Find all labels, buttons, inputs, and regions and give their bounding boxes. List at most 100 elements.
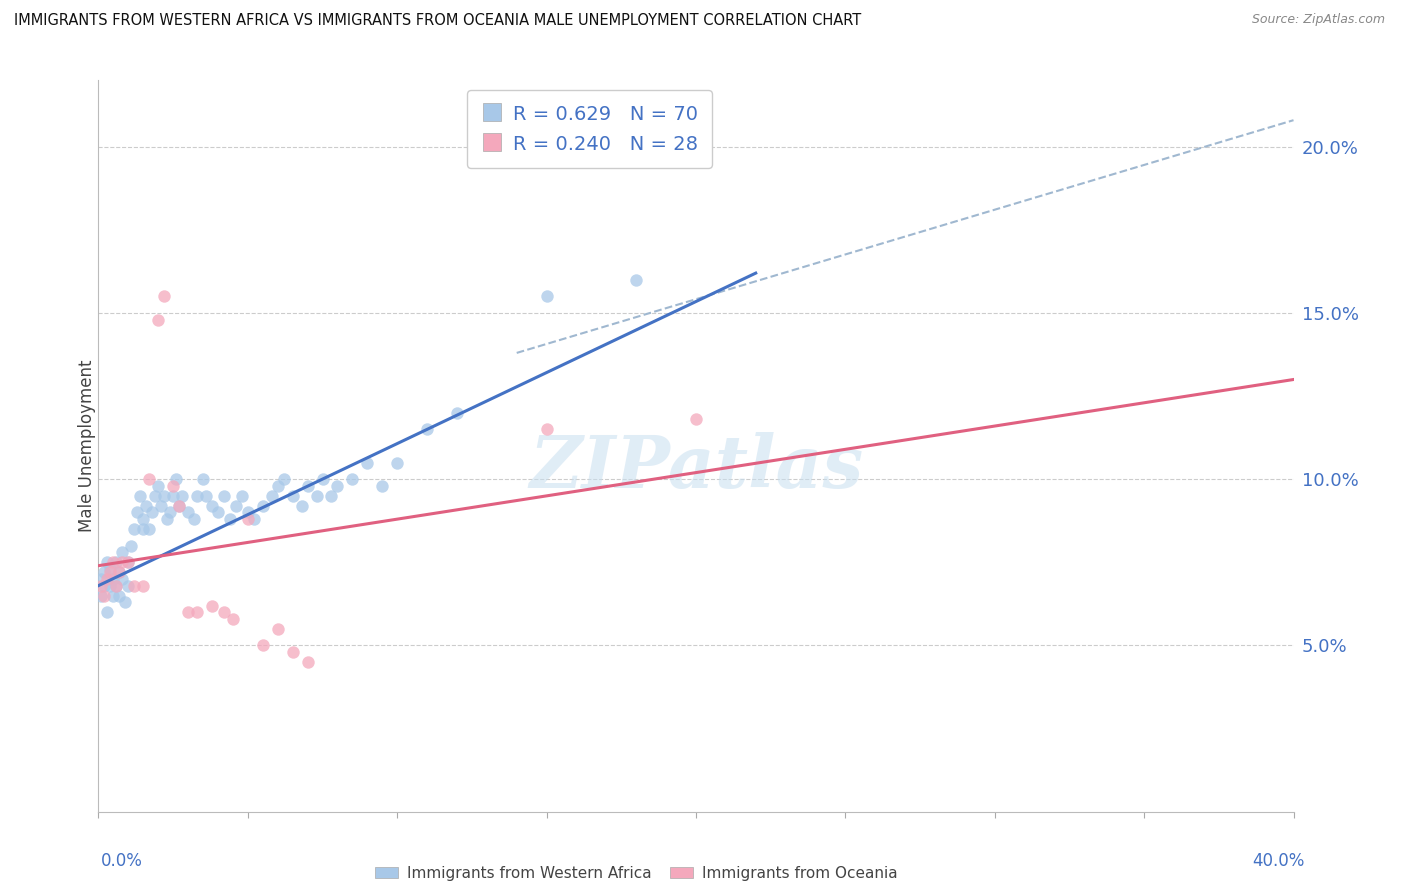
Text: 40.0%: 40.0% — [1253, 852, 1305, 870]
Point — [93, 579, 115, 593]
Point — [148, 479, 170, 493]
Text: IMMIGRANTS FROM WESTERN AFRICA VS IMMIGRANTS FROM OCEANIA MALE UNEMPLOYMENT CORR: IMMIGRANTS FROM WESTERN AFRICA VS IMMIGR… — [14, 13, 862, 29]
Point — [103, 555, 125, 569]
Point — [143, 489, 166, 503]
Point — [120, 539, 142, 553]
Point — [201, 499, 224, 513]
Point — [148, 312, 170, 326]
Point — [159, 506, 181, 520]
Point — [326, 479, 349, 493]
Point — [100, 562, 122, 576]
Point — [90, 589, 112, 603]
Point — [103, 589, 125, 603]
Point — [225, 499, 247, 513]
Point — [385, 456, 409, 470]
Point — [129, 489, 152, 503]
Point — [207, 506, 229, 520]
Point — [167, 499, 190, 513]
Point — [117, 555, 139, 569]
Point — [177, 605, 200, 619]
Text: Source: ZipAtlas.com: Source: ZipAtlas.com — [1251, 13, 1385, 27]
Point — [141, 506, 163, 520]
Point — [117, 579, 139, 593]
Point — [243, 512, 266, 526]
Point — [124, 522, 146, 536]
Point — [108, 566, 131, 580]
Point — [183, 512, 205, 526]
Point — [150, 499, 173, 513]
Point — [132, 579, 155, 593]
Point — [311, 472, 333, 486]
Point — [685, 412, 707, 426]
Point — [201, 599, 224, 613]
Point — [135, 499, 157, 513]
Point — [536, 289, 558, 303]
Point — [105, 555, 128, 569]
Point — [165, 472, 187, 486]
Legend: Immigrants from Western Africa, Immigrants from Oceania: Immigrants from Western Africa, Immigran… — [367, 858, 905, 888]
Point — [222, 612, 245, 626]
Point — [127, 506, 149, 520]
Point — [108, 589, 131, 603]
Point — [281, 489, 304, 503]
Point — [626, 273, 648, 287]
Point — [236, 506, 259, 520]
Point — [96, 555, 118, 569]
Point — [212, 605, 235, 619]
Point — [111, 545, 134, 559]
Y-axis label: Male Unemployment: Male Unemployment — [79, 359, 96, 533]
Point — [212, 489, 235, 503]
Point — [231, 489, 253, 503]
Point — [172, 489, 194, 503]
Point — [114, 595, 136, 609]
Point — [162, 489, 184, 503]
Point — [100, 566, 122, 580]
Point — [416, 422, 439, 436]
Point — [267, 622, 290, 636]
Point — [191, 472, 214, 486]
Point — [273, 472, 295, 486]
Point — [236, 512, 259, 526]
Point — [252, 639, 274, 653]
Point — [305, 489, 328, 503]
Point — [153, 289, 176, 303]
Point — [111, 572, 134, 586]
Point — [105, 579, 128, 593]
Point — [111, 555, 134, 569]
Point — [321, 489, 343, 503]
Point — [103, 572, 125, 586]
Point — [252, 499, 274, 513]
Point — [446, 406, 468, 420]
Point — [153, 489, 176, 503]
Point — [105, 579, 128, 593]
Point — [93, 566, 115, 580]
Point — [371, 479, 394, 493]
Point — [342, 472, 364, 486]
Point — [281, 645, 304, 659]
Point — [291, 499, 314, 513]
Point — [195, 489, 218, 503]
Point — [117, 555, 139, 569]
Point — [167, 499, 190, 513]
Point — [186, 605, 208, 619]
Point — [100, 579, 122, 593]
Point — [124, 579, 146, 593]
Point — [536, 422, 558, 436]
Point — [90, 572, 112, 586]
Point — [267, 479, 290, 493]
Point — [260, 489, 283, 503]
Point — [132, 512, 155, 526]
Point — [138, 472, 160, 486]
Point — [297, 479, 319, 493]
Point — [156, 512, 179, 526]
Point — [138, 522, 160, 536]
Point — [219, 512, 242, 526]
Text: 0.0%: 0.0% — [101, 852, 143, 870]
Point — [162, 479, 184, 493]
Text: ZIPatlas: ZIPatlas — [529, 433, 863, 503]
Point — [297, 655, 319, 669]
Point — [186, 489, 208, 503]
Point — [108, 566, 131, 580]
Point — [132, 522, 155, 536]
Point — [356, 456, 378, 470]
